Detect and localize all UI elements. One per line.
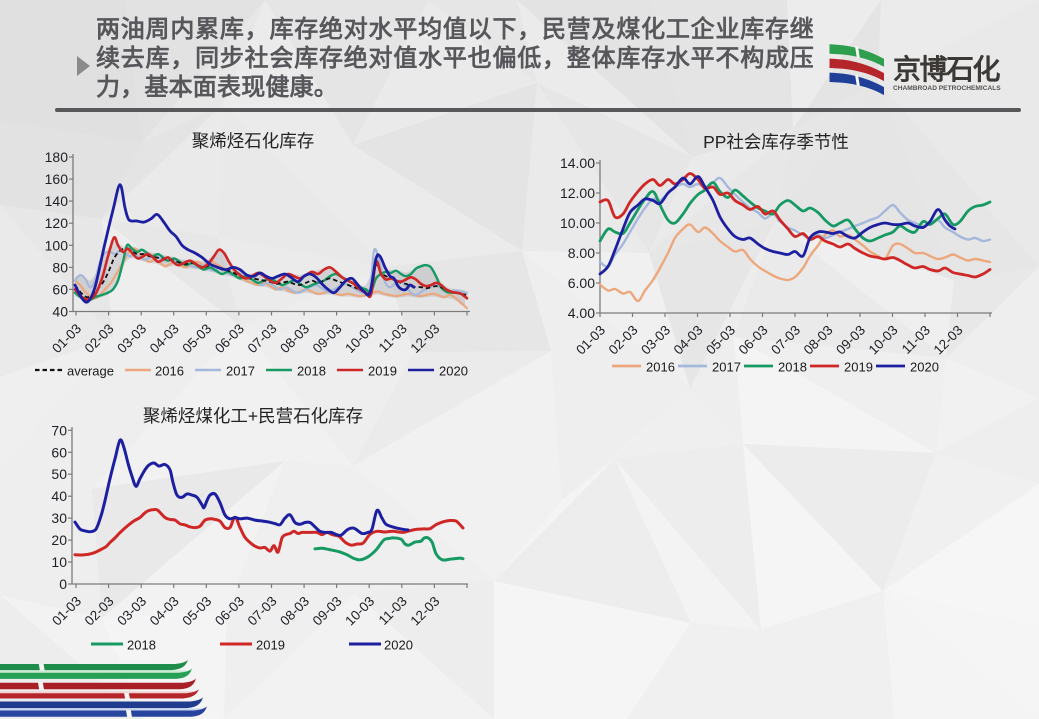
svg-text:8.00: 8.00: [568, 245, 595, 261]
svg-text:6.00: 6.00: [568, 275, 595, 291]
svg-text:2017: 2017: [226, 364, 255, 379]
svg-text:140: 140: [45, 193, 69, 209]
svg-text:2019: 2019: [368, 364, 397, 379]
svg-text:120: 120: [45, 215, 69, 231]
svg-text:50: 50: [51, 466, 67, 482]
svg-text:30: 30: [51, 510, 67, 526]
svg-text:2020: 2020: [910, 360, 939, 375]
svg-text:40: 40: [52, 304, 68, 320]
svg-text:average: average: [67, 364, 114, 379]
svg-text:京博石化: 京博石化: [893, 53, 1001, 85]
svg-text:20: 20: [51, 532, 67, 548]
svg-text:4.00: 4.00: [568, 305, 595, 321]
svg-text:160: 160: [45, 171, 69, 187]
svg-text:0: 0: [59, 576, 67, 592]
svg-text:14.00: 14.00: [560, 155, 595, 171]
svg-text:60: 60: [51, 444, 67, 460]
svg-text:2020: 2020: [439, 364, 468, 379]
svg-text:2017: 2017: [712, 360, 741, 375]
svg-text:2018: 2018: [297, 364, 326, 379]
svg-text:60: 60: [52, 281, 68, 297]
svg-text:CHAMBROAD PETROCHEMICALS: CHAMBROAD PETROCHEMICALS: [893, 85, 1001, 92]
svg-text:80: 80: [52, 259, 68, 275]
svg-text:2016: 2016: [155, 364, 184, 379]
svg-text:12.00: 12.00: [560, 185, 595, 201]
svg-text:PP社会库存季节性: PP社会库存季节性: [703, 132, 849, 152]
svg-text:40: 40: [51, 488, 67, 504]
svg-text:180: 180: [45, 149, 69, 165]
svg-text:2016: 2016: [646, 360, 675, 375]
svg-text:2018: 2018: [127, 638, 156, 653]
svg-text:10: 10: [51, 554, 67, 570]
svg-text:聚烯烃石化库存: 聚烯烃石化库存: [192, 131, 315, 151]
svg-text:70: 70: [51, 422, 67, 438]
svg-text:2019: 2019: [256, 638, 285, 653]
svg-text:2018: 2018: [778, 360, 807, 375]
svg-text:100: 100: [45, 237, 69, 253]
svg-text:2019: 2019: [844, 360, 873, 375]
svg-text:10.00: 10.00: [560, 215, 595, 231]
svg-text:2020: 2020: [384, 638, 413, 653]
svg-text:聚烯烃煤化工+民营石化库存: 聚烯烃煤化工+民营石化库存: [143, 406, 363, 426]
